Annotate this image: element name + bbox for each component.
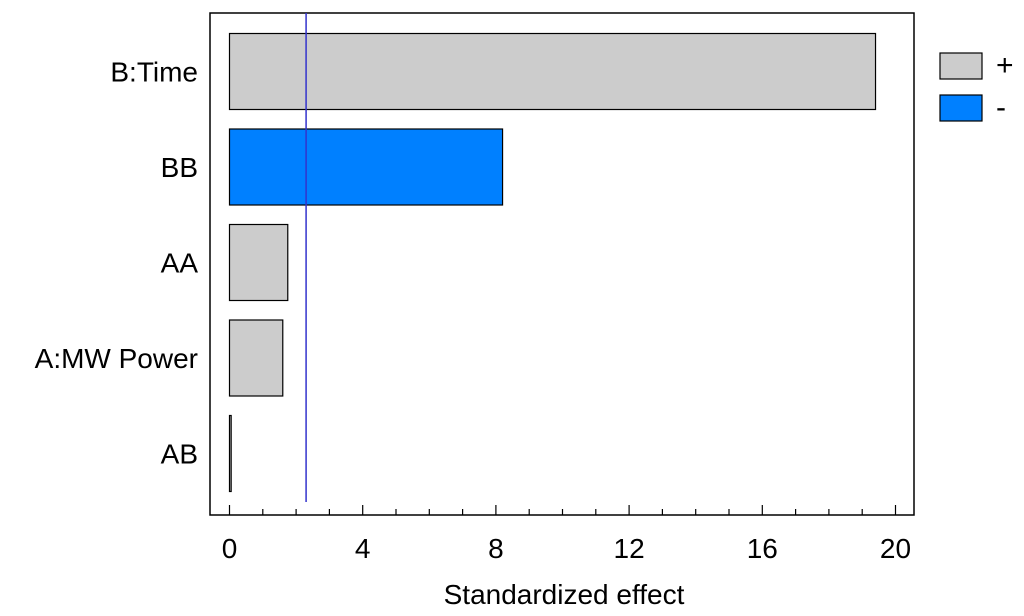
x-tick-label: 12 [614, 533, 645, 564]
legend-label: - [996, 91, 1006, 124]
bar [228, 414, 232, 493]
bar [228, 223, 289, 302]
bar [228, 319, 284, 397]
category-label: AA [161, 248, 199, 279]
x-tick-label: 16 [747, 533, 778, 564]
bar [228, 32, 877, 111]
legend: +- [939, 49, 1014, 124]
category-label: BB [161, 152, 198, 183]
bar [228, 128, 504, 206]
category-label: A:MW Power [35, 343, 198, 374]
x-tick-label: 20 [880, 533, 911, 564]
category-label: B:Time [110, 57, 198, 88]
bars-layer [228, 32, 877, 493]
x-tick-label: 4 [355, 533, 371, 564]
ticks-layer: 0 4 8 12 16 20 [222, 505, 911, 564]
x-axis-title: Standardized effect [444, 579, 685, 610]
category-labels: B:Time BB AA A:MW Power AB [35, 57, 199, 470]
x-tick-label: 8 [488, 533, 504, 564]
category-label: AB [161, 439, 198, 470]
legend-swatch [939, 52, 983, 80]
legend-swatch [939, 94, 983, 122]
x-tick-label: 0 [222, 533, 238, 564]
legend-label: + [996, 49, 1014, 82]
